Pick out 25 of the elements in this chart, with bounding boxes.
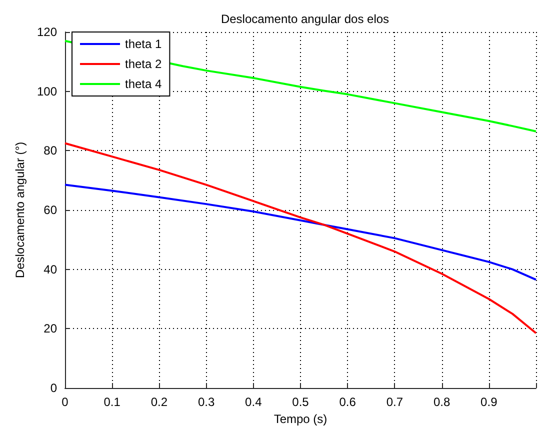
x-tick-label: 0.2 — [150, 395, 168, 409]
x-tick-label: 0.8 — [433, 395, 450, 409]
x-tick-label: 0.6 — [339, 395, 356, 409]
x-tick-label: 0.3 — [198, 395, 215, 409]
line-series — [64, 142, 537, 334]
y-tick-label: 20 — [44, 322, 58, 336]
y-tick-label: 40 — [44, 262, 58, 276]
x-axis-title: Tempo (s) — [274, 412, 328, 426]
x-tick-label: 0.7 — [386, 395, 404, 409]
legend-label: theta 1 — [125, 37, 162, 51]
x-tick-label: 0.1 — [104, 395, 121, 409]
line-series — [64, 184, 537, 281]
x-tick-label: 0 — [62, 395, 69, 409]
legend-label: theta 2 — [125, 57, 162, 71]
y-axis-title: Deslocamento angular (°) — [13, 142, 28, 278]
x-tick-label: 0.4 — [245, 395, 262, 409]
x-tick-label: 0.9 — [480, 395, 498, 409]
y-tick-label: 60 — [44, 203, 58, 217]
y-tick-label: 120 — [36, 25, 58, 39]
y-tick-label: 0 — [50, 381, 58, 395]
x-tick-label: 0.5 — [292, 395, 310, 409]
y-tick-label: 100 — [36, 84, 58, 98]
y-tick-label: 80 — [44, 144, 58, 158]
legend-label: theta 4 — [125, 77, 162, 91]
chart-title: Deslocamento angular dos elos — [220, 12, 390, 26]
